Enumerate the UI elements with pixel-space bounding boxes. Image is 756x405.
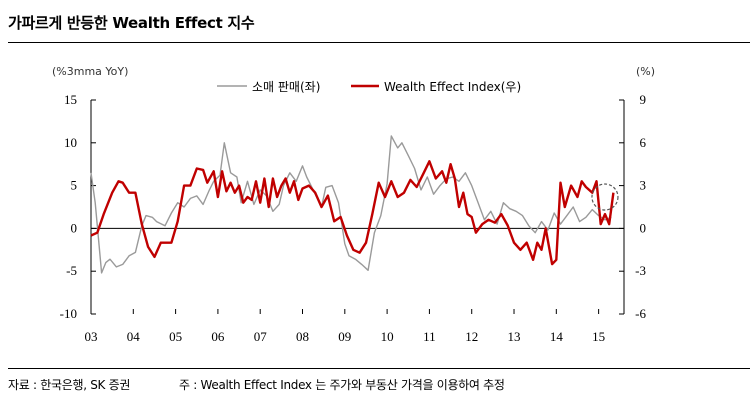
right-tick-label: 0 [640, 220, 647, 235]
x-tick-label: 15 [592, 329, 605, 344]
chart-title: 가파르게 반등한 Wealth Effect 지수 [8, 14, 255, 32]
retail-sales-line [90, 135, 612, 274]
legend-label-wealth: Wealth Effect Index(우) [384, 80, 521, 94]
right-axis-unit: (%) [636, 65, 655, 78]
left-axis-unit: (%3mma YoY) [52, 65, 128, 78]
x-tick-label: 06 [211, 329, 225, 344]
legend-label-retail: 소매 판매(좌) [252, 80, 320, 94]
wealth-effect-line [90, 160, 615, 266]
left-tick-label: 0 [71, 220, 78, 235]
right-tick-label: -3 [635, 263, 646, 278]
x-tick-label: 09 [338, 329, 351, 344]
x-tick-label: 04 [127, 329, 141, 344]
footnote: 주 : Wealth Effect Index 는 주가와 부동산 가격을 이용… [179, 378, 505, 392]
x-tick-label: 11 [423, 329, 436, 344]
x-tick-label: 12 [465, 329, 478, 344]
left-tick-label: -10 [60, 306, 77, 321]
right-tick-label: 6 [640, 135, 647, 150]
x-tick-label: 05 [169, 329, 182, 344]
source-note: 자료 : 한국은행, SK 증권 [8, 378, 131, 392]
left-tick-label: 15 [64, 92, 77, 107]
series-layer [90, 135, 615, 274]
left-tick-label: -5 [66, 263, 77, 278]
right-tick-label: -6 [635, 306, 646, 321]
left-tick-label: 10 [64, 135, 77, 150]
highlight-layer [591, 183, 619, 211]
highlight-circle [591, 183, 619, 211]
left-tick-label: 5 [71, 178, 78, 193]
right-tick-label: 3 [640, 178, 647, 193]
x-tick-label: 07 [254, 329, 268, 344]
x-tick-label: 14 [550, 329, 564, 344]
title-rule [8, 42, 750, 43]
right-tick-label: 9 [640, 92, 647, 107]
x-tick-label: 03 [85, 329, 98, 344]
x-tick-label: 08 [296, 329, 309, 344]
x-tick-label: 13 [508, 329, 521, 344]
x-tick-label: 10 [381, 329, 394, 344]
footer-rule [8, 368, 750, 369]
legend: 소매 판매(좌) Wealth Effect Index(우) [217, 80, 521, 94]
